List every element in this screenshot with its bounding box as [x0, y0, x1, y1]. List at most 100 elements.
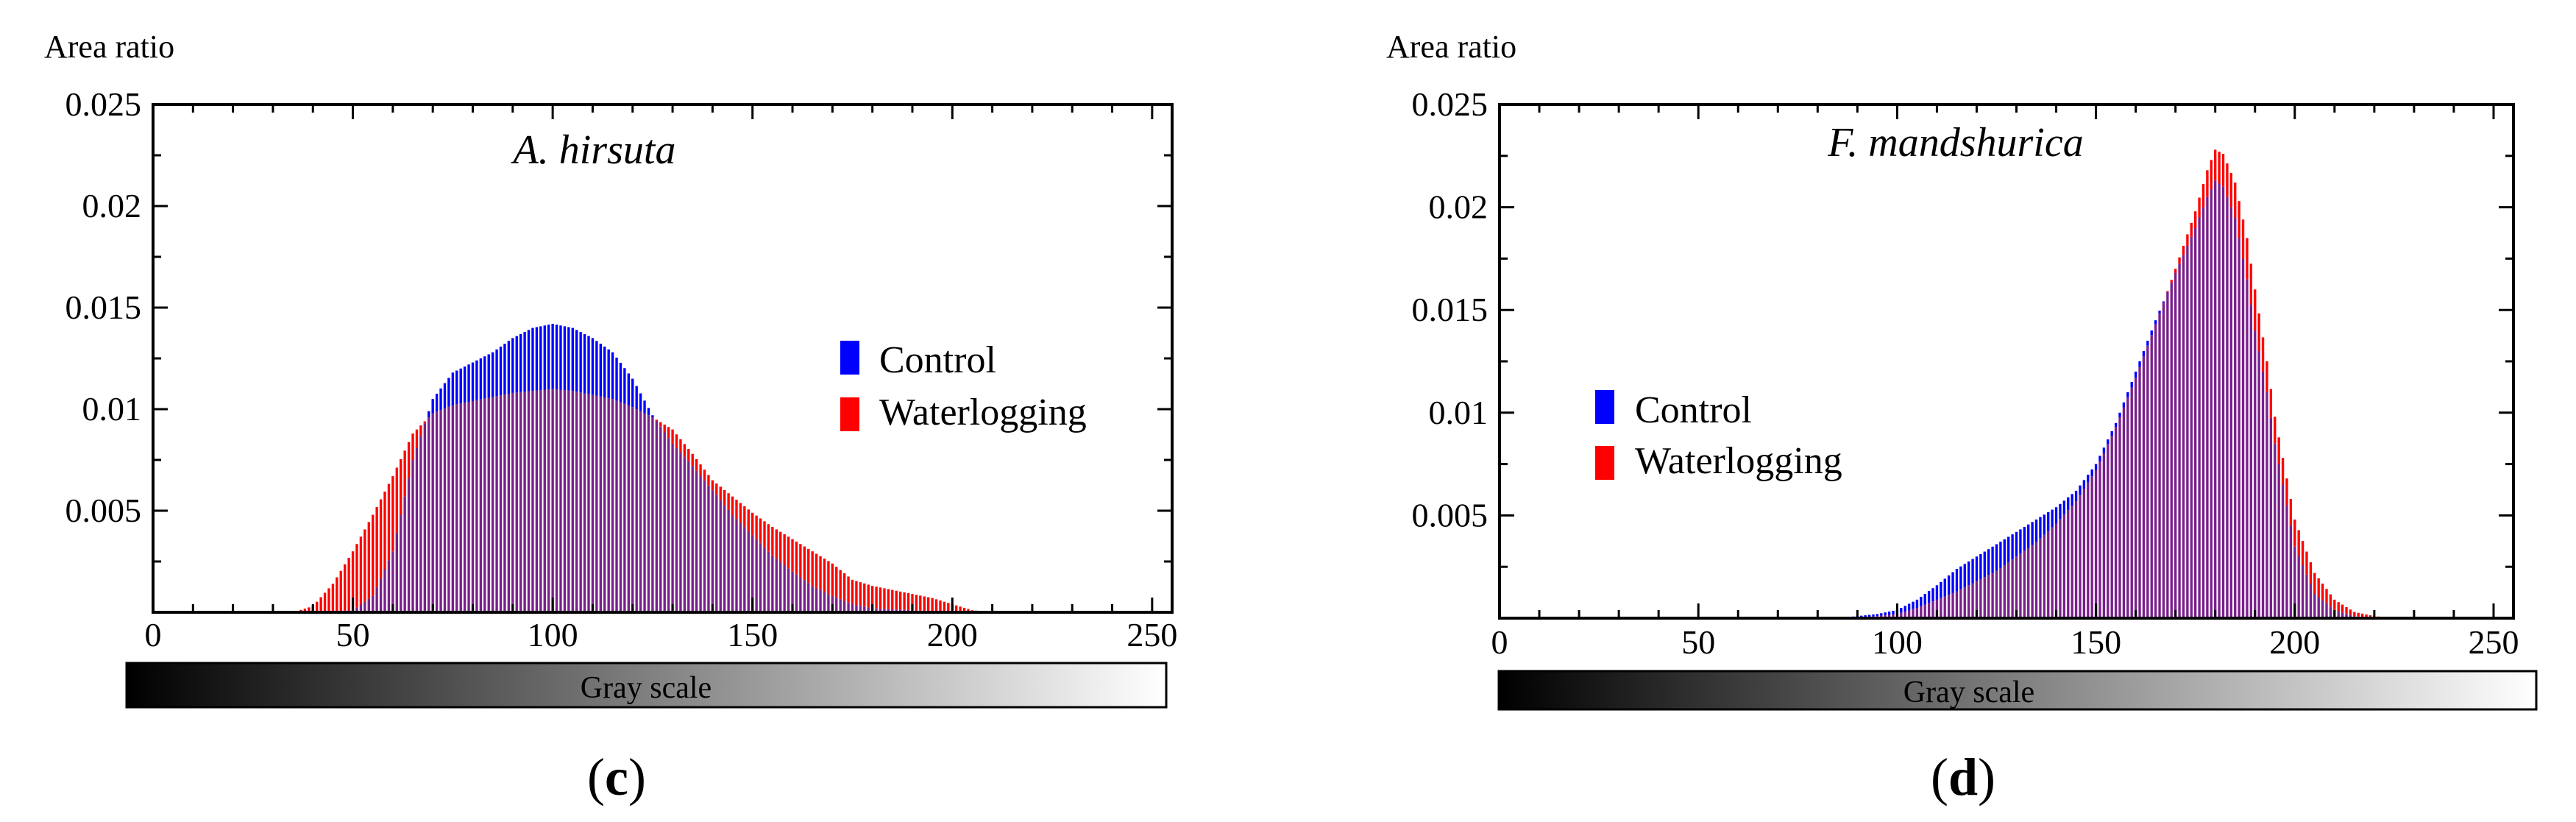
bar-overlap-111: [1940, 598, 1942, 618]
bar-overlap-141: [2059, 519, 2062, 618]
bar-waterlogging-171: [2178, 257, 2181, 264]
bar-overlap-195: [2274, 443, 2277, 618]
bar-control-160: [2134, 371, 2137, 378]
bar-overlap-158: [2126, 397, 2129, 618]
bar-waterlogging-189: [2249, 263, 2253, 305]
y-tick-label: 0.02: [1429, 188, 1489, 226]
bar-control-106: [575, 330, 578, 392]
bar-waterlogging-139: [707, 475, 710, 486]
bar-waterlogging-191: [915, 595, 918, 611]
bar-control-93: [1867, 614, 1871, 617]
bar-overlap-106: [575, 391, 578, 612]
bar-overlap-86: [495, 396, 498, 612]
bar-control-121: [635, 386, 638, 409]
bar-control-76: [455, 370, 458, 405]
bar-waterlogging-181: [2218, 152, 2221, 184]
bar-control-99: [547, 325, 550, 389]
bar-overlap-52: [359, 604, 363, 612]
bar-overlap-88: [503, 394, 506, 612]
bar-overlap-201: [2297, 556, 2300, 618]
bar-overlap-123: [1987, 575, 1990, 618]
bar-waterlogging-180: [870, 586, 874, 609]
bar-control-108: [583, 333, 586, 394]
bar-control-123: [1987, 549, 1990, 575]
x-tick-label: 50: [336, 616, 370, 653]
bar-overlap-112: [599, 396, 602, 612]
bar-overlap-204: [2309, 584, 2313, 618]
bar-waterlogging-42: [319, 597, 322, 612]
bar-overlap-128: [2007, 562, 2010, 618]
bar-overlap-91: [515, 392, 518, 612]
bar-control-116: [1959, 566, 1962, 589]
bar-overlap-130: [2015, 556, 2018, 618]
bar-control-127: [2003, 539, 2006, 565]
bar-waterlogging-203: [2305, 551, 2308, 575]
bar-overlap-101: [1900, 612, 1903, 618]
bar-overlap-135: [2034, 542, 2038, 618]
bar-overlap-133: [683, 457, 686, 612]
panel-label: (d): [1931, 748, 1995, 807]
bar-overlap-165: [811, 586, 814, 612]
bar-overlap-152: [759, 543, 762, 612]
bar-waterlogging-212: [2341, 604, 2344, 613]
bar-control-147: [2082, 480, 2086, 489]
bar-control-120: [1975, 556, 1979, 581]
bar-overlap-121: [1979, 578, 1982, 618]
bar-waterlogging-170: [831, 563, 834, 596]
bar-waterlogging-184: [887, 589, 890, 609]
bar-overlap-64: [407, 478, 411, 612]
bar-overlap-181: [2218, 183, 2221, 618]
bar-control-94: [1872, 614, 1875, 617]
legend: Control Waterlogging: [840, 339, 1087, 433]
bar-control-109: [1931, 588, 1934, 602]
bar-overlap-144: [727, 509, 730, 612]
bar-control-97: [539, 326, 542, 391]
bar-overlap-175: [2194, 227, 2197, 618]
bar-control-126: [1999, 542, 2002, 568]
bar-control-135: [2034, 519, 2038, 542]
bar-control-111: [595, 341, 598, 396]
y-tick-label: 0.025: [1412, 85, 1489, 123]
bar-control-123: [643, 400, 646, 414]
bar-waterlogging-193: [923, 596, 926, 612]
bar-waterlogging-146: [735, 500, 738, 520]
y-tick-label: 0.02: [82, 187, 142, 224]
bar-waterlogging-137: [699, 464, 702, 476]
bar-waterlogging-157: [779, 531, 782, 562]
bar-waterlogging-159: [787, 536, 790, 569]
bar-waterlogging-165: [811, 551, 814, 587]
bar-control-113: [603, 346, 606, 397]
bar-overlap-105: [1915, 608, 1919, 618]
bar-overlap-94: [527, 391, 531, 612]
bar-overlap-159: [2130, 387, 2133, 618]
bar-waterlogging-133: [683, 444, 686, 458]
bar-overlap-92: [519, 391, 522, 612]
bar-waterlogging-193: [2265, 361, 2268, 392]
bar-overlap-58: [383, 569, 386, 612]
bar-control-116: [615, 357, 618, 401]
bar-overlap-163: [803, 580, 806, 612]
bar-waterlogging-156: [775, 529, 778, 559]
bar-waterlogging-181: [875, 587, 878, 609]
bar-overlap-54: [367, 598, 370, 612]
bar-waterlogging-151: [755, 515, 758, 539]
y-tick-label: 0.015: [65, 288, 142, 326]
bar-overlap-131: [2019, 553, 2022, 618]
bar-overlap-190: [2254, 330, 2257, 618]
bar-control-107: [579, 332, 582, 393]
bar-waterlogging-46: [336, 577, 338, 612]
bar-overlap-77: [459, 403, 462, 612]
bar-overlap-169: [2170, 282, 2173, 618]
bar-control-83: [483, 356, 486, 399]
bar-overlap-148: [2087, 482, 2090, 618]
bar-control-122: [1983, 551, 1986, 578]
bar-control-140: [2054, 507, 2058, 524]
bar-control-161: [2138, 361, 2141, 367]
bar-waterlogging-127: [659, 422, 662, 427]
bar-waterlogging-155: [771, 527, 774, 556]
bar-control-137: [2043, 514, 2046, 535]
bar-overlap-125: [651, 417, 654, 612]
bar-waterlogging-149: [747, 509, 750, 531]
bar-waterlogging-213: [2345, 606, 2348, 614]
bar-overlap-187: [2241, 258, 2245, 618]
